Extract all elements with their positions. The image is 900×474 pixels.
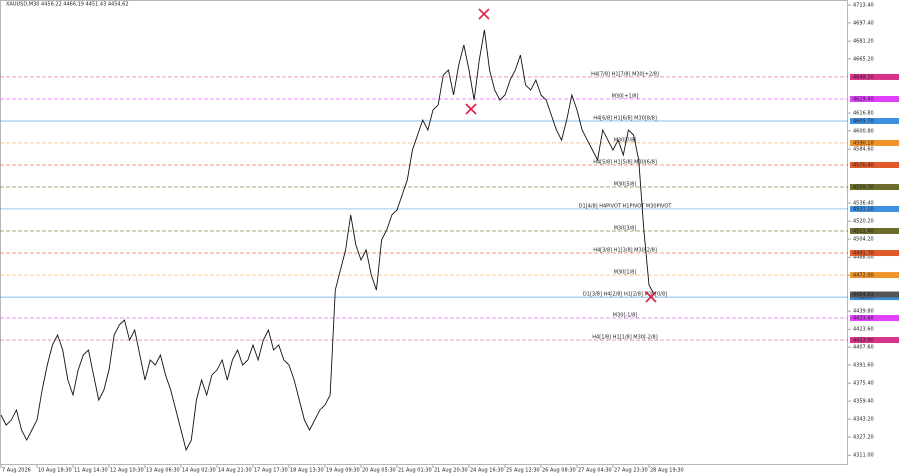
level-label: H4[3/8] H1[3/8] M30[2/8] (593, 248, 657, 254)
price-line (0, 29, 655, 452)
y-tick-label: 4504.20 (853, 237, 874, 243)
level-label: M30[1/8] (614, 270, 637, 276)
level-price-label: 4491.70 (853, 251, 874, 257)
level-price-box (850, 184, 899, 191)
x-tick-label: 7 Aug 2026 (2, 468, 31, 474)
level-label: H4[7/8] H1[7/8] M30[+2/8] (591, 71, 659, 77)
x-tick-label: 14 Aug 02:30 (182, 468, 216, 474)
x-tick-label: 21 Aug 20:30 (434, 468, 468, 474)
level-price-box (850, 73, 899, 80)
last-price-label: 4454.62 (853, 292, 874, 298)
marker (478, 8, 490, 20)
y-tick-label: 4407.60 (853, 345, 874, 351)
level-price-label: 4609.70 (853, 119, 874, 125)
level-price-label: 4570.40 (853, 162, 874, 168)
y-tick-label: 4665.20 (853, 56, 874, 62)
x-tick-label: 28 Aug 19:30 (650, 468, 684, 474)
price-series (0, 29, 655, 452)
y-tick-label: 4343.20 (853, 417, 874, 423)
plot-frame (0, 0, 848, 465)
y-tick-label: 4697.40 (853, 20, 874, 26)
level-price-label: 4472.00 (853, 273, 874, 279)
y-tick-label: 4536.40 (853, 201, 874, 207)
y-tick-label: 4375.40 (853, 381, 874, 387)
level-label: H4[6/8] H1[6/8] M30[8/8] (593, 116, 657, 122)
level-label: D1[3/8] H4[2/8] H1[2/8] M30[0/8] (583, 292, 667, 298)
y-tick-label: 4681.20 (853, 39, 874, 45)
x-tick-label: 19 Aug 09:30 (326, 468, 360, 474)
level-price-label: 4649.10 (853, 74, 874, 80)
y-tick-label: 4359.40 (853, 399, 874, 405)
x-tick-label: 17 Aug 17:30 (254, 468, 288, 474)
x-tick-label: 26 Aug 08:30 (542, 468, 576, 474)
level-price-box (850, 337, 899, 344)
level-label: M30[5/8] (614, 182, 637, 188)
level-label: D1[4/8] H4PIVOT H1PIVOT M30PIVOT (579, 203, 673, 209)
level-price-label: 4452.30 (853, 295, 874, 301)
level-price-box (850, 205, 899, 212)
x-tick-label: 18 Aug 13:30 (290, 468, 324, 474)
level-price-box (850, 272, 899, 279)
last-price-box (850, 291, 899, 298)
x-tick-label: 20 Aug 05:30 (362, 468, 396, 474)
x-tick-label: 14 Aug 21:30 (218, 468, 252, 474)
level-label: M30[7/8] (614, 137, 637, 143)
level-label: H4[5/8] H1[5/8] M30[6/8] (593, 159, 657, 165)
level-price-label: 4511.40 (853, 228, 874, 234)
y-tick-label: 4423.60 (853, 327, 874, 333)
level-price-box (850, 315, 899, 322)
level-price-label: 4550.70 (853, 185, 874, 191)
x-tick-label: 21 Aug 01:30 (398, 468, 432, 474)
x-tick-label: 27 Aug 04:30 (578, 468, 612, 474)
y-tick-label: 4584.60 (853, 147, 874, 153)
levels: H4[7/8] H1[7/8] M30[+2/8] M30[+1/8] H4[6/8… (0, 71, 848, 341)
fractal-markers (465, 8, 657, 303)
marker (645, 291, 657, 303)
x-tick-label: 11 Aug 14:30 (74, 468, 108, 474)
level-label: M30[-1/8] (613, 313, 637, 319)
marker (465, 103, 477, 115)
y-tick-label: 4600.80 (853, 128, 874, 134)
x-tick-label: 27 Aug 23:30 (614, 468, 648, 474)
y-tick-label: 4327.20 (853, 435, 874, 441)
x-tick-label: 13 Aug 06:30 (146, 468, 180, 474)
level-price-box (850, 161, 899, 168)
y-tick-label: 4439.80 (853, 309, 874, 315)
level-price-box (850, 139, 899, 146)
y-tick-label: 4713.40 (853, 3, 874, 9)
x-tick-label: 25 Aug 12:30 (506, 468, 540, 474)
level-price-label: 4629.40 (853, 96, 874, 102)
price-axis: 4311.00 4327.20 4343.20 4359.40 4375.40 4391.… (0, 3, 899, 474)
level-price-box (850, 118, 899, 125)
y-tick-label: 4616.80 (853, 111, 874, 117)
level-price-label: 4413.90 (853, 338, 874, 344)
y-tick-label: 4391.60 (853, 362, 874, 368)
level-price-box (850, 250, 899, 257)
x-tick-label: 10 Aug 18:30 (38, 468, 72, 474)
x-tick-label: 12 Aug 10:30 (110, 468, 144, 474)
level-label: M30[3/8] (614, 225, 637, 231)
level-label: M30[+1/8] (612, 93, 639, 99)
level-price-label: 4590.10 (853, 140, 874, 146)
level-price-label: 4531.10 (853, 206, 874, 212)
level-label: H4[1/8] H1[1/8] M30[-2/8] (592, 335, 657, 341)
level-price-box (850, 227, 899, 234)
y-tick-label: 4520.20 (853, 219, 874, 225)
y-tick-label: 4488.00 (853, 255, 874, 261)
level-price-box (850, 95, 899, 102)
chart-title: XAUUSD,M30 4456.22 4466.19 4451.43 4454.… (6, 2, 129, 8)
y-tick-label: 4311.00 (853, 453, 874, 459)
x-tick-label: 24 Aug 16:30 (470, 468, 504, 474)
level-price-label: 4433.60 (853, 316, 874, 322)
